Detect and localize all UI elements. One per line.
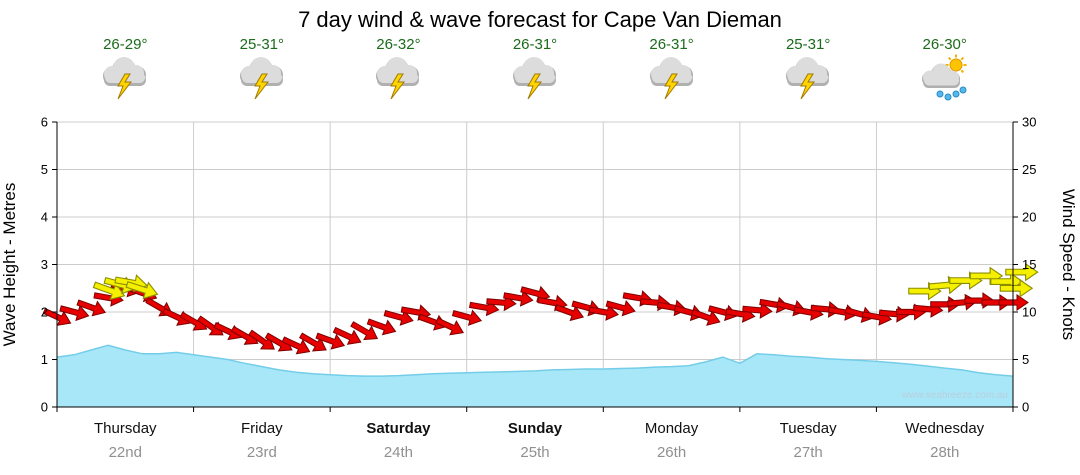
storm-icon — [786, 57, 830, 100]
day-name-label: Monday — [645, 420, 699, 437]
forecast-day-header: 26-32° — [350, 36, 446, 102]
left-axis-tick-label: 1 — [41, 352, 48, 367]
forecast-day-header: 26-31° — [624, 36, 720, 102]
lightning-bolt-icon — [663, 73, 679, 100]
lightning-bolt-icon — [800, 73, 816, 100]
temperature-range: 26-30° — [922, 36, 967, 53]
right-axis-tick-label: 10 — [1022, 305, 1036, 320]
left-axis-tick-label: 3 — [41, 257, 48, 272]
storm-icon-wrap — [77, 54, 173, 102]
left-axis-tick-label: 5 — [41, 162, 48, 177]
left-axis-tick-label: 0 — [41, 400, 48, 415]
lightning-bolt-icon — [117, 73, 133, 100]
day-date-label: 23rd — [247, 444, 277, 461]
storm-icon-wrap — [214, 54, 310, 102]
wind-arrow — [332, 326, 362, 345]
day-name-label: Thursday — [94, 420, 157, 437]
day-date-label: 25th — [520, 444, 549, 461]
wind-arrow — [588, 304, 619, 321]
forecast-day-header: 26-29° — [77, 36, 173, 102]
right-axis-tick-label: 20 — [1022, 210, 1036, 225]
axes: 0 1 2 3 4 5 6 0 5 10 15 20 25 30 — [41, 115, 1037, 415]
wind-arrow — [125, 281, 159, 300]
day-name-label: Friday — [241, 420, 283, 437]
wind-arrow — [59, 304, 90, 322]
right-axis-tick-label: 0 — [1022, 400, 1029, 415]
wind-arrow — [691, 308, 721, 326]
wind-arrow — [605, 300, 636, 317]
wind-arrow — [981, 294, 1012, 311]
day-date-label: 27th — [794, 444, 823, 461]
cloud — [922, 63, 959, 86]
forecast-day-header: 25-31° — [214, 36, 310, 102]
sun-shower-icon-wrap — [897, 54, 993, 102]
wind-arrow — [742, 301, 773, 319]
right-axis-title: Wind Speed - Knots — [1059, 189, 1078, 340]
forecast-day-header: 26-31° — [487, 36, 583, 102]
rain-drops-icon — [936, 86, 967, 101]
wind-arrow — [281, 336, 311, 355]
lightning-bolt-icon — [390, 73, 406, 100]
right-axis-tick-label: 25 — [1022, 162, 1036, 177]
left-axis-tick-label: 6 — [41, 115, 48, 130]
day-date-label: 22nd — [109, 444, 142, 461]
day-name-label: Sunday — [508, 420, 563, 437]
temperature-range: 26-31° — [649, 36, 694, 53]
storm-icon — [649, 57, 693, 100]
right-axis-tick-label: 15 — [1022, 257, 1036, 272]
storm-icon — [513, 57, 556, 100]
right-axis-tick-label: 5 — [1022, 352, 1029, 367]
wind-arrow — [366, 318, 397, 336]
chart-title: 7 day wind & wave forecast for Cape Van … — [298, 7, 782, 32]
left-axis-title: Wave Height - Metres — [0, 183, 19, 347]
wind-arrow — [1005, 262, 1039, 282]
temperature-range: 26-32° — [376, 36, 421, 53]
wind-arrow — [554, 304, 585, 322]
day-date-label: 28th — [930, 444, 959, 461]
wind-arrow — [248, 329, 275, 350]
storm-icon-wrap — [487, 54, 583, 102]
forecast-day-header: 25-31° — [760, 36, 856, 102]
right-axis-tick-label: 30 — [1022, 115, 1036, 130]
forecast-day-header: 26-30° — [897, 36, 993, 102]
wind-arrow — [999, 279, 1034, 298]
wave-height-series — [56, 344, 1014, 407]
temperature-range: 26-31° — [512, 36, 558, 53]
storm-icon — [239, 57, 283, 100]
wind-arrow — [383, 309, 414, 326]
wind-arrow — [503, 290, 534, 307]
storm-icon-wrap — [350, 54, 446, 102]
wind-arrow-series — [42, 262, 1039, 355]
left-axis-tick-label: 2 — [41, 305, 48, 320]
watermark: www.seabreeze.com.au — [901, 390, 1008, 401]
lightning-bolt-icon — [527, 73, 543, 100]
wind-arrow — [298, 332, 327, 352]
wind-arrow — [350, 321, 379, 341]
day-name-label: Wednesday — [905, 420, 984, 437]
wind-arrow — [435, 317, 464, 336]
storm-icon — [376, 57, 420, 100]
wind-arrow — [451, 309, 483, 326]
storm-icon — [103, 57, 147, 100]
day-date-label: 26th — [657, 444, 686, 461]
day-date-label: 24th — [384, 444, 413, 461]
wind-arrow — [315, 332, 346, 350]
storm-icon-wrap — [624, 54, 720, 102]
left-axis-tick-label: 4 — [41, 210, 48, 225]
sun-shower-icon — [921, 54, 967, 101]
day-name-label: Saturday — [366, 420, 431, 437]
temperature-range: 26-29° — [103, 36, 148, 53]
day-name-label: Tuesday — [780, 420, 837, 437]
wind-arrow — [76, 299, 107, 317]
storm-icon-wrap — [760, 54, 856, 102]
sun-disc — [949, 58, 963, 72]
lightning-bolt-icon — [253, 73, 269, 100]
temperature-range: 25-31° — [785, 36, 831, 53]
temperature-range: 25-31° — [239, 36, 285, 53]
